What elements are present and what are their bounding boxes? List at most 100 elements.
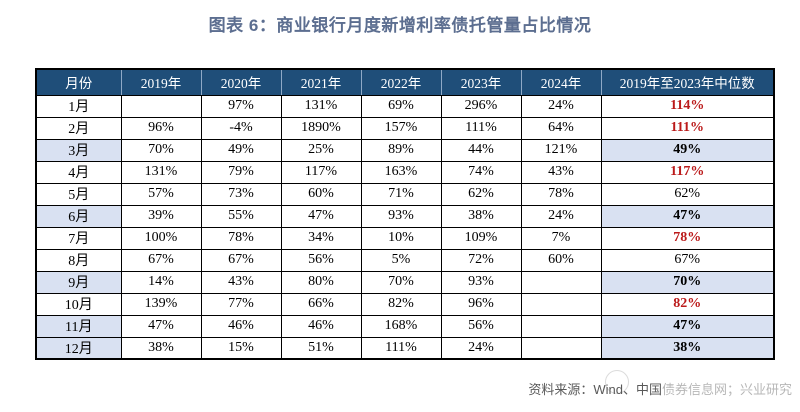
value-cell: 97%: [200, 94, 282, 118]
value-cell: 121%: [520, 138, 602, 162]
median-cell: 114%: [600, 94, 775, 118]
value-cell: 67%: [120, 248, 202, 272]
month-cell: 8月: [35, 248, 122, 272]
header-cell: 2021年: [280, 68, 362, 96]
value-cell: [520, 336, 602, 360]
value-cell: 71%: [360, 182, 442, 206]
median-cell: 62%: [600, 182, 775, 206]
value-cell: 168%: [360, 314, 442, 338]
value-cell: 5%: [360, 248, 442, 272]
month-cell: 4月: [35, 160, 122, 184]
watermark-circle-icon: [605, 370, 629, 394]
header-cell: 2024年: [520, 68, 602, 96]
table-row: 5月 57% 73% 60% 71% 62% 78% 62%: [35, 182, 775, 206]
median-cell: 38%: [600, 336, 775, 360]
value-cell: 69%: [360, 94, 442, 118]
value-cell: 73%: [200, 182, 282, 206]
header-cell: 2023年: [440, 68, 522, 96]
month-cell: 5月: [35, 182, 122, 206]
table-row: 6月 39% 55% 47% 93% 38% 24% 47%: [35, 204, 775, 228]
value-cell: 64%: [520, 116, 602, 140]
value-cell: 67%: [200, 248, 282, 272]
value-cell: 89%: [360, 138, 442, 162]
value-cell: 34%: [280, 226, 362, 250]
value-cell: 46%: [200, 314, 282, 338]
value-cell: 56%: [280, 248, 362, 272]
value-cell: 47%: [120, 314, 202, 338]
month-cell: 12月: [35, 336, 122, 360]
value-cell: 70%: [120, 138, 202, 162]
header-cell: 2019年: [120, 68, 202, 96]
value-cell: 55%: [200, 204, 282, 228]
median-cell: 70%: [600, 270, 775, 294]
header-cell: 2019年至2023年中位数: [600, 68, 775, 96]
value-cell: 93%: [440, 270, 522, 294]
value-cell: 49%: [200, 138, 282, 162]
median-cell: 111%: [600, 116, 775, 140]
value-cell: 100%: [120, 226, 202, 250]
table-row: 4月 131% 79% 117% 163% 74% 43% 117%: [35, 160, 775, 184]
page-title: 图表 6：商业银行月度新增利率债托管量占比情况: [208, 16, 592, 35]
source-text-faded: 债券信息网；兴业研究: [661, 382, 792, 397]
median-cell: 49%: [600, 138, 775, 162]
median-cell: 78%: [600, 226, 775, 250]
median-cell: 47%: [600, 204, 775, 228]
value-cell: 66%: [280, 292, 362, 316]
value-cell: 38%: [120, 336, 202, 360]
value-cell: 14%: [120, 270, 202, 294]
header-cell: 月份: [35, 68, 122, 96]
table-row: 7月 100% 78% 34% 10% 109% 7% 78%: [35, 226, 775, 250]
value-cell: 1890%: [280, 116, 362, 140]
value-cell: 44%: [440, 138, 522, 162]
month-cell: 2月: [35, 116, 122, 140]
value-cell: 46%: [280, 314, 362, 338]
month-cell: 9月: [35, 270, 122, 294]
value-cell: 60%: [520, 248, 602, 272]
value-cell: 38%: [440, 204, 522, 228]
value-cell: 15%: [200, 336, 282, 360]
value-cell: 139%: [120, 292, 202, 316]
data-table: 月份 2019年 2020年 2021年 2022年 2023年 2024年 2019年至20…: [35, 68, 775, 360]
value-cell: 82%: [360, 292, 442, 316]
median-cell: 117%: [600, 160, 775, 184]
value-cell: 96%: [440, 292, 522, 316]
value-cell: 24%: [440, 336, 522, 360]
value-cell: 56%: [440, 314, 522, 338]
value-cell: [120, 94, 202, 118]
value-cell: 43%: [200, 270, 282, 294]
header-cell: 2022年: [360, 68, 442, 96]
table-row: 9月 14% 43% 80% 70% 93% 70%: [35, 270, 775, 294]
value-cell: 78%: [520, 182, 602, 206]
value-cell: 131%: [120, 160, 202, 184]
value-cell: 7%: [520, 226, 602, 250]
value-cell: [520, 292, 602, 316]
value-cell: 43%: [520, 160, 602, 184]
value-cell: [520, 314, 602, 338]
value-cell: [520, 270, 602, 294]
value-cell: 62%: [440, 182, 522, 206]
table-row: 10月 139% 77% 66% 82% 96% 82%: [35, 292, 775, 316]
value-cell: 80%: [280, 270, 362, 294]
table-row: 1月 97% 131% 69% 296% 24% 114%: [35, 94, 775, 118]
value-cell: 93%: [360, 204, 442, 228]
value-cell: 111%: [440, 116, 522, 140]
table-row: 2月 96% -4% 1890% 157% 111% 64% 111%: [35, 116, 775, 140]
value-cell: 74%: [440, 160, 522, 184]
header-cell: 2020年: [200, 68, 282, 96]
table-row: 11月 47% 46% 46% 168% 56% 47%: [35, 314, 775, 338]
value-cell: 57%: [120, 182, 202, 206]
value-cell: 72%: [440, 248, 522, 272]
value-cell: 157%: [360, 116, 442, 140]
value-cell: 163%: [360, 160, 442, 184]
value-cell: -4%: [200, 116, 282, 140]
month-cell: 6月: [35, 204, 122, 228]
month-cell: 3月: [35, 138, 122, 162]
value-cell: 131%: [280, 94, 362, 118]
value-cell: 60%: [280, 182, 362, 206]
source-text: 资料来源：Wind、中国: [528, 382, 662, 397]
value-cell: 78%: [200, 226, 282, 250]
month-cell: 7月: [35, 226, 122, 250]
table-row: 12月 38% 15% 51% 111% 24% 38%: [35, 336, 775, 360]
value-cell: 79%: [200, 160, 282, 184]
value-cell: 47%: [280, 204, 362, 228]
